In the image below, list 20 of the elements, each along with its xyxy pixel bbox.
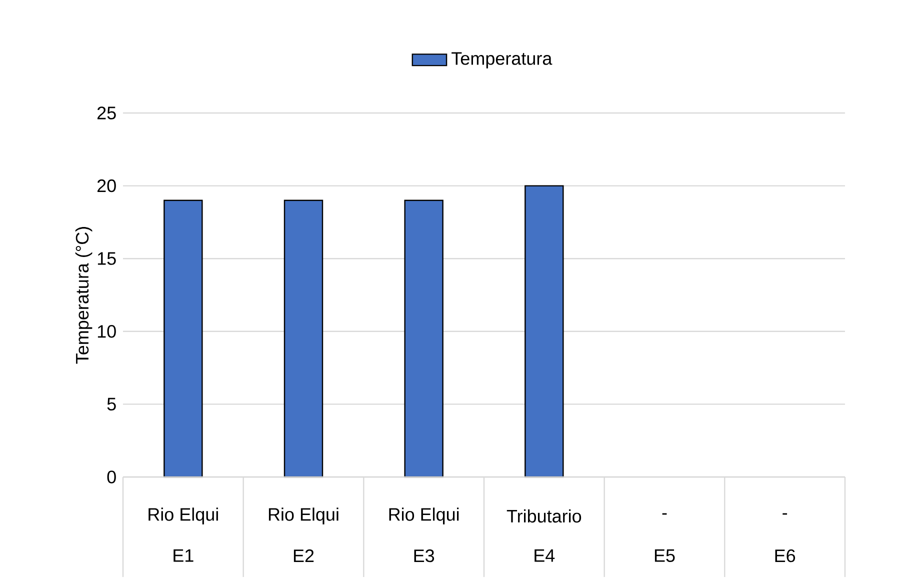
x-tick-label: E2 [294,550,314,562]
y-tick-label: 25 [97,106,116,120]
y-tick-label: 20 [97,180,116,192]
text: Rio Elqui [148,508,218,525]
x-tick-label: E4 [534,550,555,562]
y-tick-label: 5 [107,398,116,411]
text: Rio Elqui [268,508,338,525]
text: Tributario [506,510,582,523]
legend-label: Temperatura [452,52,552,69]
y-tick-label: 10 [98,325,116,338]
y-tick-label: 15 [98,252,116,266]
text: - [662,513,667,515]
text: - [782,513,788,515]
y-axis-title: Temperatura (°C) [75,227,92,364]
text: Rio Elqui [389,508,459,525]
x-tick-label: E5 [654,550,675,562]
x-tick-label: E1 [174,550,194,562]
x-tick-label: E6 [775,550,796,562]
x-tick-label: E3 [414,550,434,562]
y-tick-label: 0 [107,470,116,484]
